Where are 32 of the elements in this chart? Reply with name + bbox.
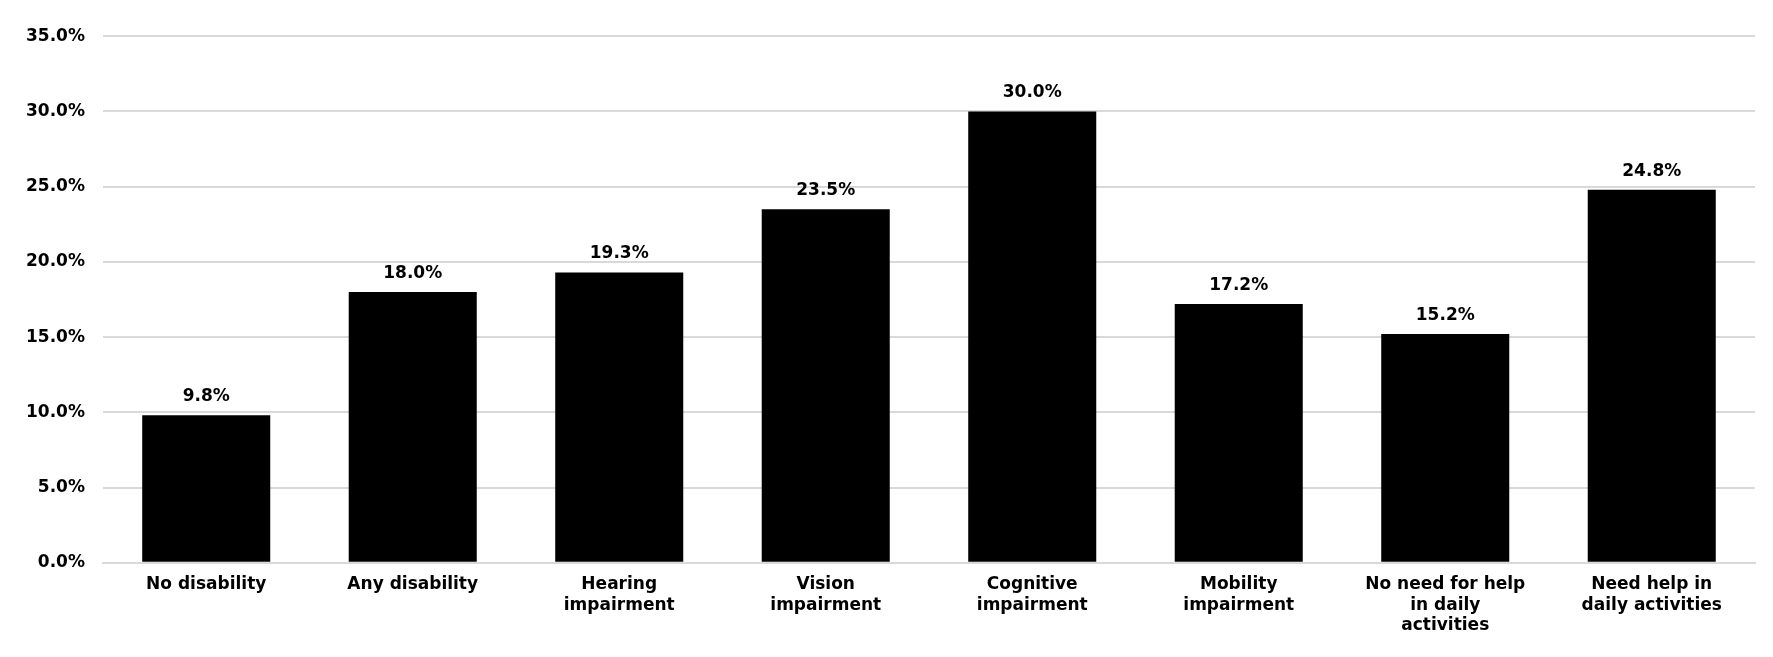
bar [142,415,271,562]
x-tick-label: Mobility impairment [1183,573,1295,614]
data-label: 9.8% [182,385,230,406]
bar [1174,304,1303,562]
x-tick-label: Need help in daily activities [1581,573,1722,614]
y-tick-label: 15.0% [25,325,85,346]
x-tick-label: Hearing impairment [563,573,675,614]
x-tick-label: Cognitive impairment [976,573,1088,614]
data-label: 19.3% [589,242,649,263]
x-tick-label: No need for help in daily activities [1365,573,1526,635]
y-tick-label: 0.0% [37,551,85,572]
y-tick-label: 20.0% [25,250,85,271]
bar [1587,189,1716,562]
data-label: 17.2% [1209,273,1269,294]
y-tick-label: 5.0% [37,475,85,496]
data-label: 24.8% [1622,159,1682,180]
bar [348,291,477,562]
data-label: 30.0% [1002,81,1062,102]
data-label: 23.5% [796,179,856,200]
bar [1381,334,1510,562]
y-tick-label: 25.0% [25,175,85,196]
y-tick-label: 30.0% [25,99,85,120]
bar [555,272,684,562]
data-label: 15.2% [1415,304,1475,325]
data-label: 18.0% [383,261,443,282]
x-tick-label: No disability [146,573,267,594]
bar [968,111,1097,562]
y-tick-label: 35.0% [25,24,85,45]
y-tick-label: 10.0% [25,400,85,421]
bar [761,209,890,562]
x-tick-label: Vision impairment [770,573,882,614]
x-tick-label: Any disability [347,573,479,594]
